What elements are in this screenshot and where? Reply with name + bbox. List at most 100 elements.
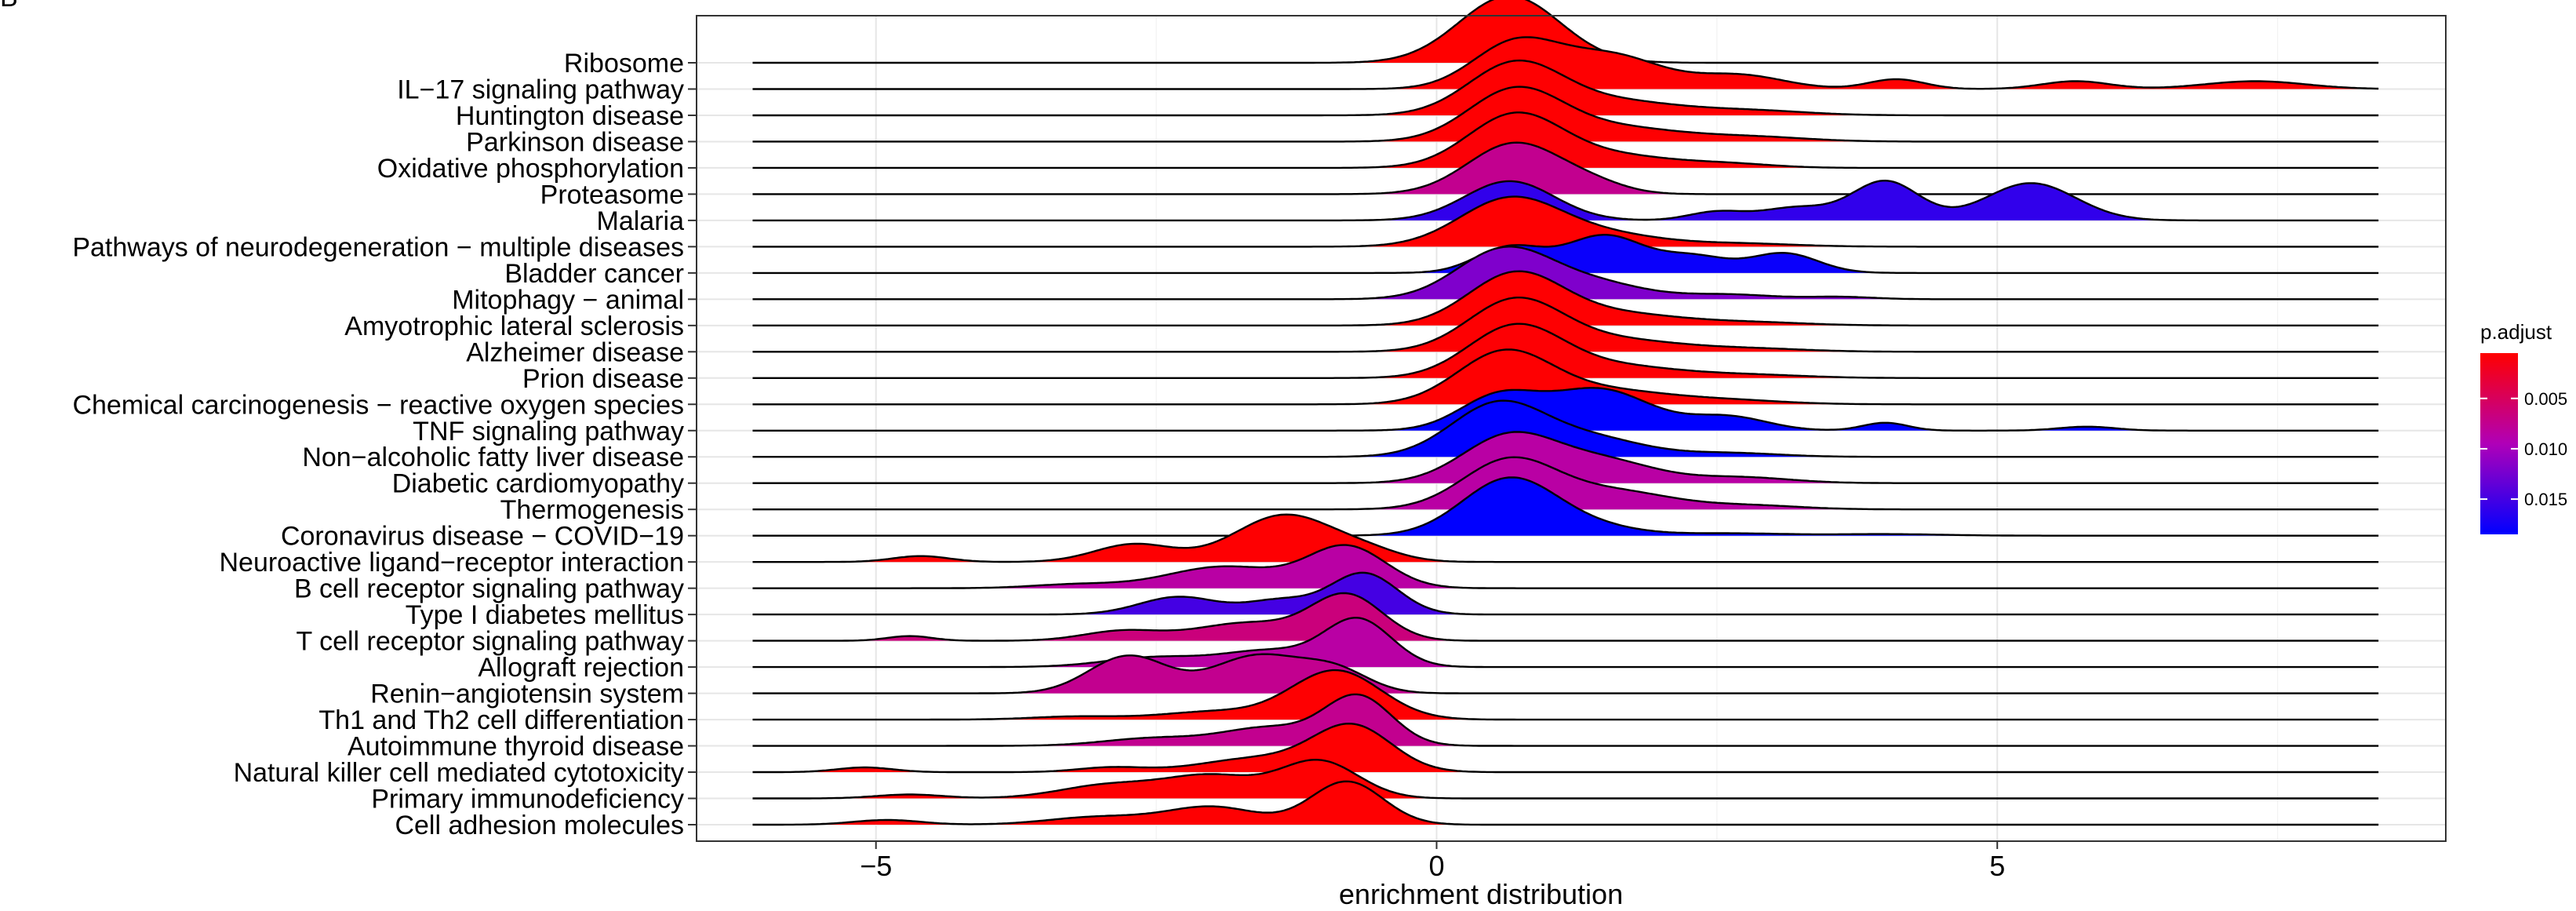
ridge-density-line <box>752 693 2379 747</box>
panel-label: B <box>0 0 18 13</box>
ridge-density-area <box>752 37 2379 89</box>
ridge-density-area <box>752 514 2379 563</box>
legend-tick-label: 0.005 <box>2524 389 2567 409</box>
ridge-series <box>752 513 2379 563</box>
legend-ticks: 0.005 0.010 0.015 <box>2480 389 2567 509</box>
ridge-series <box>752 693 2379 747</box>
ridge-layer <box>752 0 2379 826</box>
ridge-density-line <box>752 0 2379 64</box>
ridge-series <box>752 592 2379 642</box>
ridge-series <box>752 111 2379 169</box>
legend-tick-label: 0.010 <box>2524 439 2567 459</box>
ridge-density-line <box>752 669 2379 721</box>
ridge-density-area <box>752 457 2379 510</box>
ridge-density-line <box>752 195 2379 248</box>
ridge-density-area <box>752 477 2379 536</box>
y-tick-label: Non−alcoholic fatty liver disease <box>302 443 684 472</box>
ridge-density-line <box>752 653 2379 694</box>
ridge-series <box>752 86 2379 143</box>
legend-colorbar <box>2480 353 2518 534</box>
ridge-density-line <box>752 234 2379 275</box>
ridge-density-area <box>752 349 2379 405</box>
ridge-series <box>752 399 2379 458</box>
y-tick-label: Malaria <box>597 206 685 236</box>
y-tick-label: Huntington disease <box>456 101 684 131</box>
ridge-density-area <box>752 235 2379 273</box>
ridge-density-line <box>752 270 2379 326</box>
ridge-series <box>752 722 2379 774</box>
ridge-density-line <box>752 456 2379 511</box>
ridge-density-line <box>752 617 2379 669</box>
ridge-density-area <box>752 323 2379 378</box>
ridge-series <box>752 36 2379 90</box>
ridge-density-line <box>752 348 2379 406</box>
ridge-series <box>752 322 2379 379</box>
ridge-density-area <box>752 388 2379 431</box>
ridge-series <box>752 476 2379 537</box>
ridge-density-area <box>752 86 2379 142</box>
y-tick-label: B cell receptor signaling pathway <box>294 574 684 604</box>
y-tick-label: Renin−angiotensin system <box>370 680 684 709</box>
ridge-series <box>752 0 2379 64</box>
y-tick-label: Type I diabetes mellitus <box>406 600 684 630</box>
y-tick-label: Thermogenesis <box>500 495 684 525</box>
ridge-density-line <box>752 758 2379 800</box>
y-tick-label: TNF signaling pathway <box>413 417 684 446</box>
ridge-density-line <box>752 513 2379 563</box>
ridge-series <box>752 234 2379 275</box>
x-tick-label: −5 <box>860 850 892 882</box>
ridge-series <box>752 780 2379 826</box>
y-tick-label: Alzheimer disease <box>466 337 684 367</box>
ridge-density-area <box>752 60 2379 115</box>
plot-panel-border <box>696 15 2447 842</box>
ridge-series <box>752 544 2379 589</box>
ridge-density-line <box>752 59 2379 117</box>
ridge-density-area <box>752 0 2379 63</box>
ridge-density-area <box>752 781 2379 825</box>
ridge-series <box>752 387 2379 432</box>
ridge-series <box>752 617 2379 669</box>
ridge-density-line <box>752 297 2379 353</box>
y-tick-label: Oxidative phosphorylation <box>377 154 684 184</box>
ridge-series <box>752 456 2379 511</box>
ridge-series <box>752 297 2379 353</box>
ridge-density-area <box>752 297 2379 352</box>
ridge-density-line <box>752 476 2379 537</box>
ridge-density-line <box>752 431 2379 484</box>
y-tick-label: Cell adhesion molecules <box>395 811 684 840</box>
y-tick-label: Prion disease <box>522 364 684 394</box>
ridge-density-line <box>752 111 2379 169</box>
legend: p.adjust 0.005 0.010 0.015 <box>2480 320 2567 534</box>
ridge-density-area <box>752 654 2379 694</box>
ridge-density-line <box>752 722 2379 774</box>
ridge-series <box>752 179 2379 222</box>
y-tick-label: Bladder cancer <box>504 259 684 289</box>
y-tick-label: Diabetic cardiomyopathy <box>392 469 684 499</box>
ridge-series <box>752 571 2379 616</box>
ridge-series <box>752 669 2379 721</box>
ridge-density-area <box>752 142 2379 195</box>
ridge-density-area <box>752 246 2379 300</box>
ridge-density-area <box>752 572 2379 615</box>
y-tick-label: Ribosome <box>564 49 684 78</box>
y-tick-label: Mitophagy − animal <box>452 285 684 315</box>
ridge-series <box>752 653 2379 694</box>
ridge-density-line <box>752 780 2379 826</box>
y-tick-label: Parkinson disease <box>466 127 684 157</box>
ridge-density-line <box>752 141 2379 195</box>
ridge-density-line <box>752 86 2379 143</box>
ridge-density-line <box>752 246 2379 301</box>
ridge-density-area <box>752 271 2379 326</box>
y-tick-label: Chemical carcinogenesis − reactive oxyge… <box>72 390 684 420</box>
x-tick-label: 5 <box>1989 850 2005 882</box>
ridge-series <box>752 246 2379 301</box>
ridge-series <box>752 195 2379 248</box>
y-tick-label: Pathways of neurodegeneration − multiple… <box>72 232 684 262</box>
ridge-density-line <box>752 544 2379 589</box>
legend-tick-label: 0.015 <box>2524 490 2567 509</box>
ridge-density-line <box>752 592 2379 642</box>
ridge-density-area <box>752 196 2379 247</box>
ridge-density-area <box>752 545 2379 589</box>
